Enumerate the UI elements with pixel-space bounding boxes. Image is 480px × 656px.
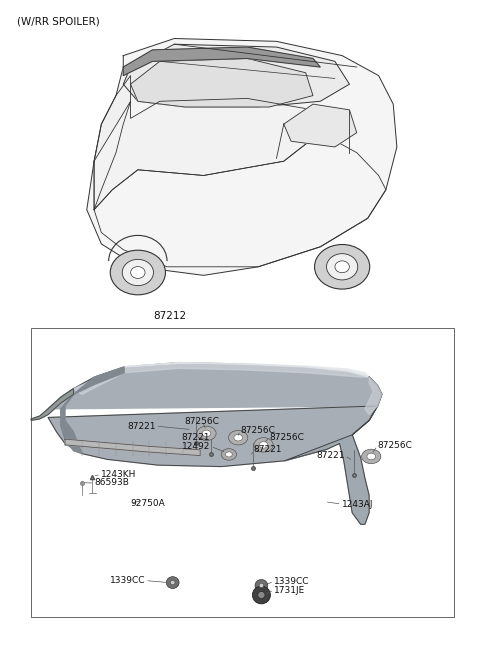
Text: 1243AJ: 1243AJ [342, 500, 373, 508]
Polygon shape [87, 39, 397, 276]
Polygon shape [123, 47, 320, 75]
Ellipse shape [361, 449, 381, 464]
Polygon shape [73, 363, 369, 394]
Polygon shape [31, 328, 454, 617]
Ellipse shape [255, 579, 268, 591]
Ellipse shape [367, 453, 375, 460]
Polygon shape [285, 377, 382, 524]
Polygon shape [94, 75, 131, 210]
Ellipse shape [131, 266, 145, 278]
Text: 1243KH: 1243KH [101, 470, 136, 479]
Text: 86593B: 86593B [95, 478, 130, 487]
Ellipse shape [122, 259, 154, 285]
Text: 1339CC: 1339CC [110, 576, 145, 585]
Ellipse shape [326, 254, 358, 280]
Polygon shape [123, 44, 349, 107]
Ellipse shape [226, 452, 232, 457]
Polygon shape [124, 363, 369, 377]
Text: 87256C: 87256C [378, 441, 412, 450]
Polygon shape [65, 439, 200, 455]
Text: 87256C: 87256C [185, 417, 220, 426]
Ellipse shape [335, 261, 349, 273]
Text: 87221: 87221 [127, 422, 156, 430]
Text: 87221: 87221 [182, 433, 210, 442]
Text: 87212: 87212 [154, 312, 187, 321]
Ellipse shape [202, 430, 211, 437]
Ellipse shape [314, 245, 370, 289]
Text: 87256C: 87256C [240, 426, 275, 435]
Ellipse shape [110, 250, 166, 295]
Polygon shape [31, 388, 73, 420]
Text: 12492: 12492 [182, 442, 211, 451]
Text: (W/RR SPOILER): (W/RR SPOILER) [17, 16, 99, 26]
Text: 87221: 87221 [253, 445, 281, 455]
Polygon shape [94, 133, 386, 267]
Text: 1731JE: 1731JE [274, 586, 305, 594]
Polygon shape [61, 367, 124, 453]
Polygon shape [284, 104, 357, 147]
Ellipse shape [167, 577, 179, 588]
Ellipse shape [228, 430, 248, 445]
Ellipse shape [254, 438, 273, 452]
Text: 87256C: 87256C [270, 432, 305, 441]
Ellipse shape [170, 581, 175, 584]
Ellipse shape [252, 586, 270, 604]
Ellipse shape [259, 441, 268, 448]
Text: 1339CC: 1339CC [274, 577, 310, 586]
Ellipse shape [234, 434, 242, 441]
Polygon shape [48, 363, 382, 466]
Polygon shape [365, 377, 382, 415]
Polygon shape [94, 98, 320, 210]
Text: 92750A: 92750A [131, 499, 165, 508]
Text: 87221: 87221 [316, 451, 345, 460]
Ellipse shape [258, 592, 265, 598]
Polygon shape [131, 58, 313, 107]
Ellipse shape [259, 583, 264, 588]
Ellipse shape [221, 449, 237, 461]
Ellipse shape [197, 426, 216, 441]
